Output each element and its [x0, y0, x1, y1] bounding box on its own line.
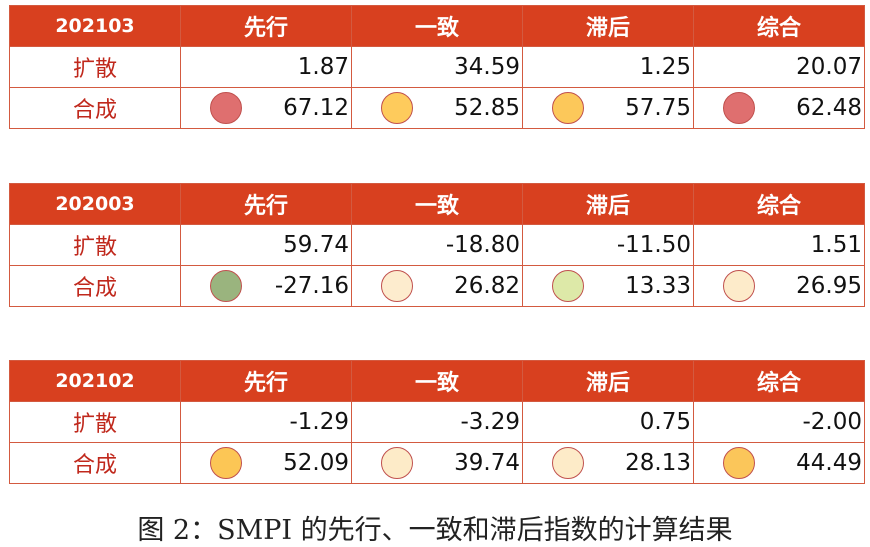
- status-dot: [552, 447, 584, 479]
- value-cell: 26.95: [693, 265, 865, 307]
- status-dot: [381, 92, 413, 124]
- value-cell: -3.29: [351, 401, 523, 443]
- status-dot: [381, 447, 413, 479]
- row-label: 合成: [9, 87, 181, 129]
- status-dot: [723, 92, 755, 124]
- header-cell: 滞后: [522, 5, 694, 47]
- header-cell: 先行: [180, 360, 352, 402]
- header-cell: 综合: [693, 360, 865, 402]
- header-cell: 202102: [9, 360, 181, 402]
- value-cell: 26.82: [351, 265, 523, 307]
- value-cell: 20.07: [693, 46, 865, 88]
- value-cell: 13.33: [522, 265, 694, 307]
- header-cell: 滞后: [522, 183, 694, 225]
- value-cell: 59.74: [180, 224, 352, 266]
- value-cell: 0.75: [522, 401, 694, 443]
- row-label: 扩散: [9, 46, 181, 88]
- header-cell: 综合: [693, 5, 865, 47]
- value-cell: 44.49: [693, 442, 865, 484]
- value-cell: 57.75: [522, 87, 694, 129]
- value-cell: 1.87: [180, 46, 352, 88]
- status-dot: [552, 92, 584, 124]
- header-cell: 一致: [351, 360, 523, 402]
- value-cell: -27.16: [180, 265, 352, 307]
- status-dot: [210, 447, 242, 479]
- value-cell: 1.51: [693, 224, 865, 266]
- value-cell: 34.59: [351, 46, 523, 88]
- header-cell: 综合: [693, 183, 865, 225]
- status-dot: [381, 270, 413, 302]
- value-cell: -1.29: [180, 401, 352, 443]
- value-cell: -18.80: [351, 224, 523, 266]
- status-dot: [210, 92, 242, 124]
- header-cell: 先行: [180, 5, 352, 47]
- row-label: 合成: [9, 265, 181, 307]
- header-cell: 202103: [9, 5, 181, 47]
- caption: 图 2：SMPI 的先行、一致和滞后指数的计算结果: [137, 515, 733, 546]
- row-label: 合成: [9, 442, 181, 484]
- value-cell: 67.12: [180, 87, 352, 129]
- value-cell: 52.85: [351, 87, 523, 129]
- row-label: 扩散: [9, 224, 181, 266]
- value-cell: 52.09: [180, 442, 352, 484]
- value-cell: -11.50: [522, 224, 694, 266]
- value-cell: 39.74: [351, 442, 523, 484]
- header-cell: 一致: [351, 183, 523, 225]
- status-dot: [552, 270, 584, 302]
- status-dot: [723, 270, 755, 302]
- header-cell: 一致: [351, 5, 523, 47]
- status-dot: [723, 447, 755, 479]
- value-cell: 62.48: [693, 87, 865, 129]
- value-cell: 28.13: [522, 442, 694, 484]
- header-cell: 202003: [9, 183, 181, 225]
- row-label: 扩散: [9, 401, 181, 443]
- value-cell: 1.25: [522, 46, 694, 88]
- value-cell: -2.00: [693, 401, 865, 443]
- status-dot: [210, 270, 242, 302]
- header-cell: 先行: [180, 183, 352, 225]
- header-cell: 滞后: [522, 360, 694, 402]
